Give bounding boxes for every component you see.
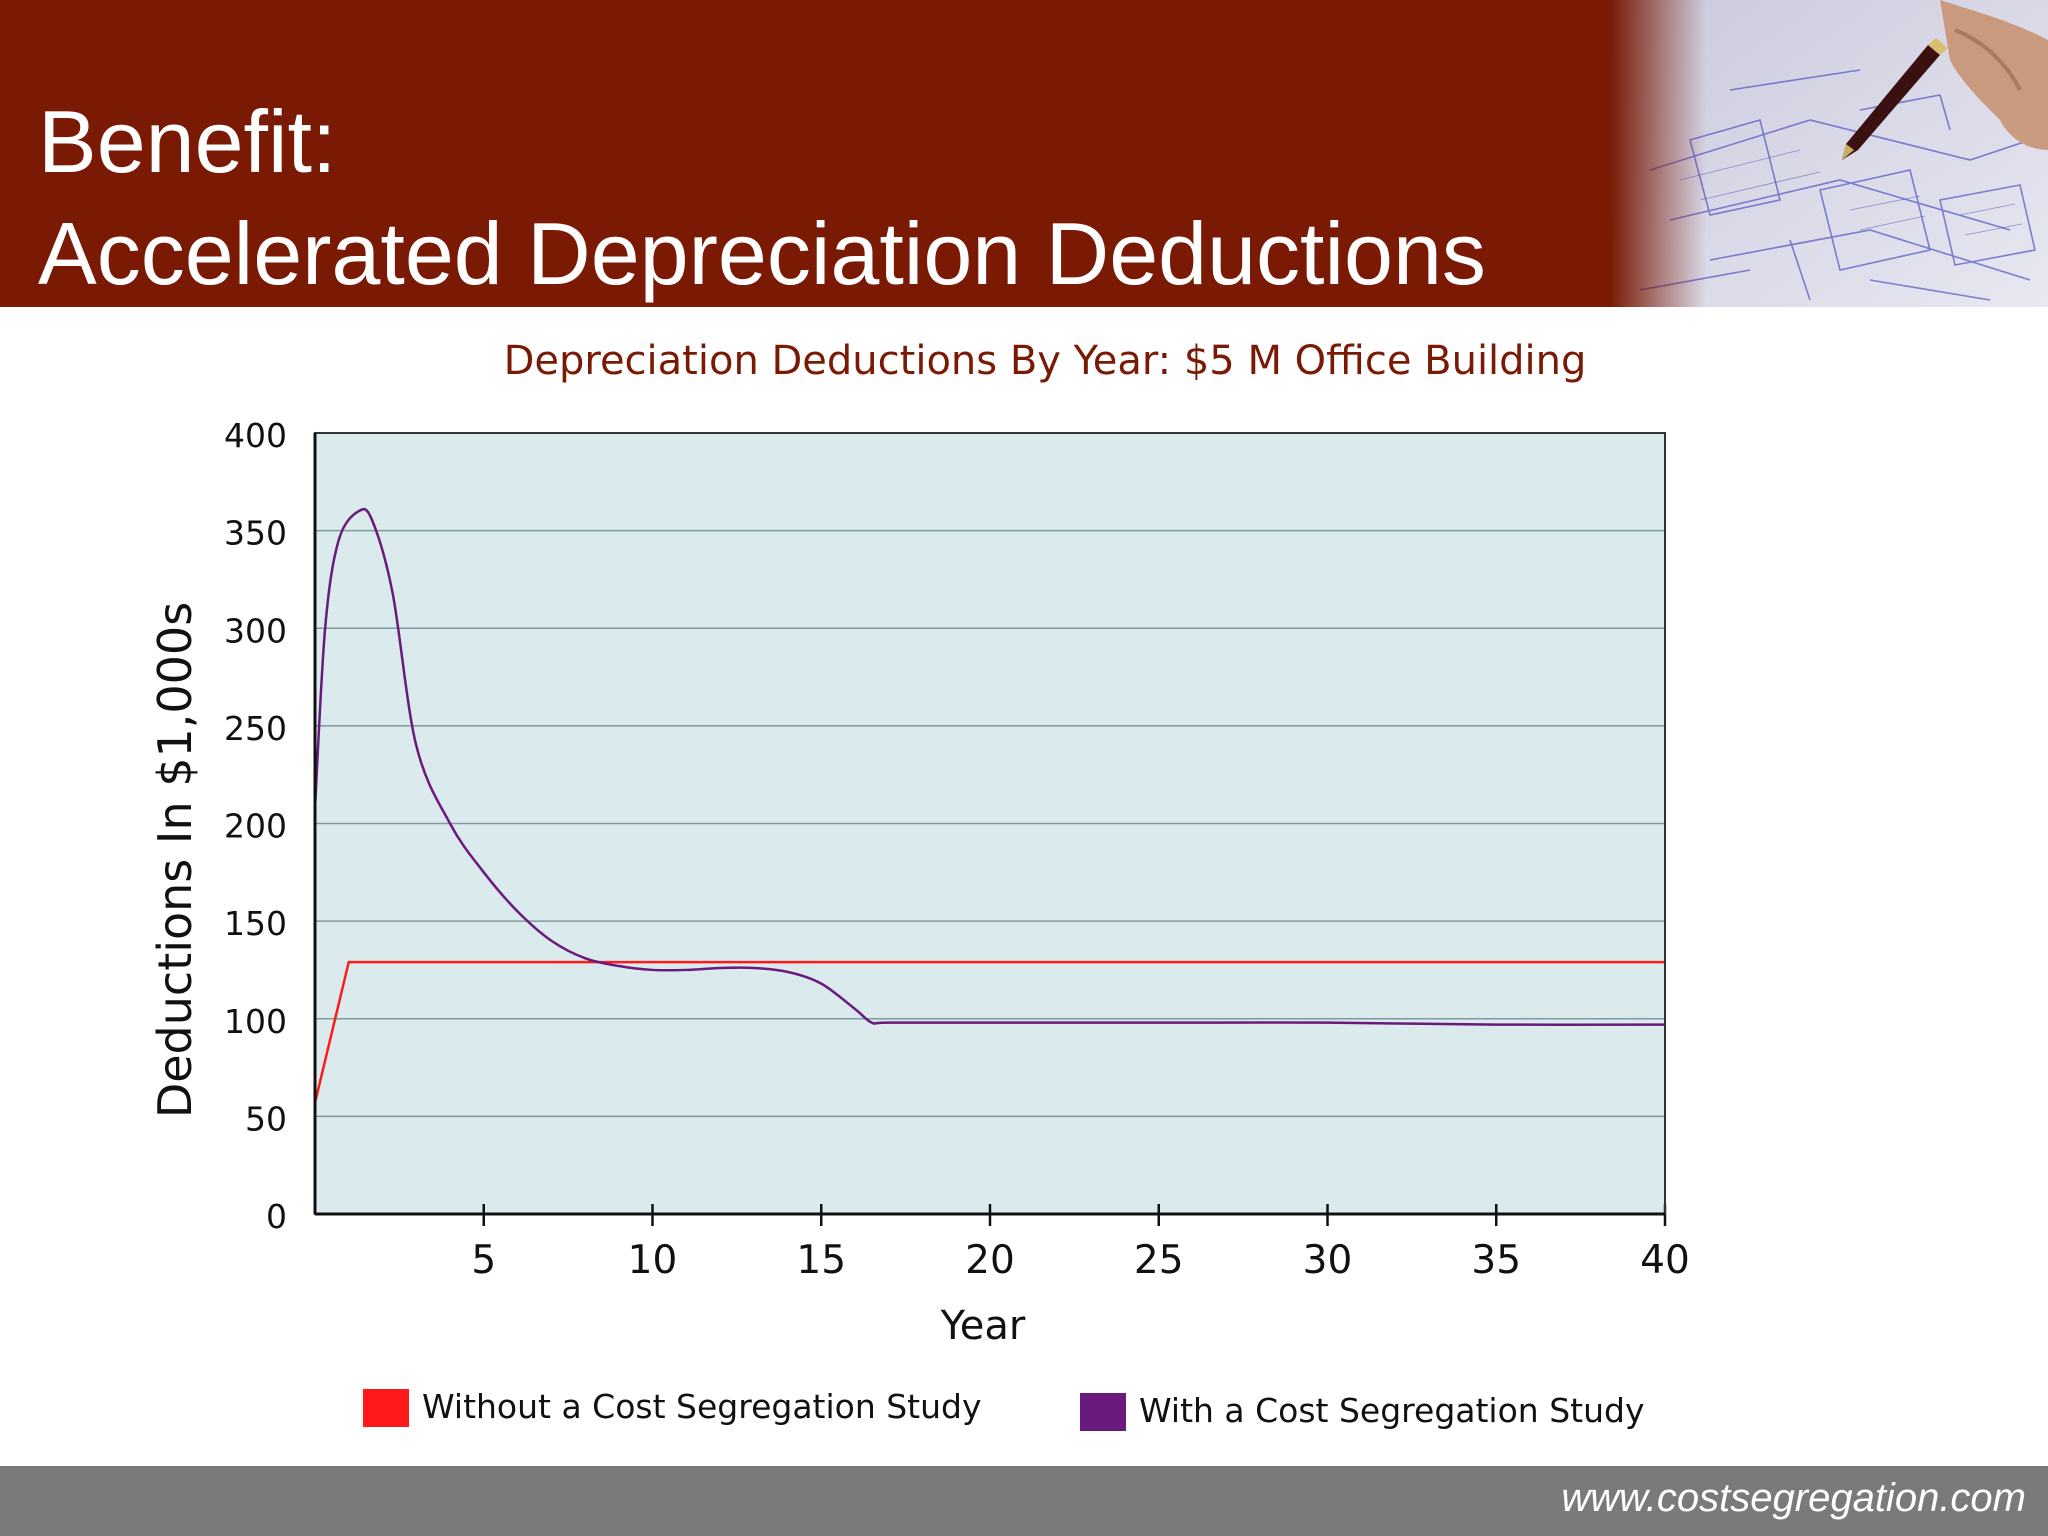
x-tick-label: 5 [471, 1238, 496, 1283]
slide-title-line2: Accelerated Depreciation Deductions [38, 204, 1486, 303]
legend-label-with: With a Cost Segregation Study [1139, 1391, 1645, 1430]
x-tick-label: 30 [1303, 1238, 1353, 1283]
slide-footer: www.costsegregation.com [0, 1466, 2048, 1536]
legend-swatch-with [1080, 1393, 1126, 1431]
chart-title: Depreciation Deductions By Year: $5 M Of… [503, 338, 1587, 384]
tick-labels: 0 50 100 150 200 250 300 350 400 5 10 15 20 25 30 35 40 [224, 416, 1690, 1283]
x-tick-label: 10 [628, 1238, 678, 1283]
grid-lines [315, 432, 1665, 1118]
y-tick-label: 100 [224, 1002, 287, 1041]
slide-title-line1: Benefit: [38, 92, 337, 191]
y-tick-label: 400 [224, 416, 287, 455]
series-line-without-study [313, 960, 1665, 1104]
legend-swatch-without [363, 1389, 409, 1427]
axes [313, 432, 1667, 1226]
y-tick-label: 150 [224, 904, 287, 943]
slide-title: Benefit: Accelerated Depreciation Deduct… [38, 86, 1486, 307]
x-tick-label: 15 [796, 1238, 846, 1283]
series-line-with-study [313, 507, 1666, 1027]
x-axis-label: Year [940, 1303, 1026, 1349]
website-url: www.costsegregation.com [1561, 1476, 2026, 1520]
y-tick-label: 300 [224, 611, 287, 650]
y-tick-label: 0 [266, 1197, 287, 1236]
slide-header: Benefit: Accelerated Depreciation Deduct… [0, 0, 2048, 307]
y-tick-label: 250 [224, 709, 287, 748]
y-axis-label: Deductions In $1,000s [148, 602, 202, 1118]
y-tick-label: 50 [245, 1099, 287, 1138]
y-tick-label: 350 [224, 514, 287, 553]
blueprint-drawing-image [1610, 0, 2048, 307]
x-tick-label: 25 [1134, 1238, 1184, 1283]
y-tick-label: 200 [224, 807, 287, 846]
x-tick-label: 35 [1471, 1238, 1521, 1283]
x-tick-label: 20 [965, 1238, 1015, 1283]
legend-label-without: Without a Cost Segregation Study [422, 1387, 982, 1426]
x-tick-label: 40 [1640, 1238, 1690, 1283]
series-lines [313, 507, 1666, 1104]
